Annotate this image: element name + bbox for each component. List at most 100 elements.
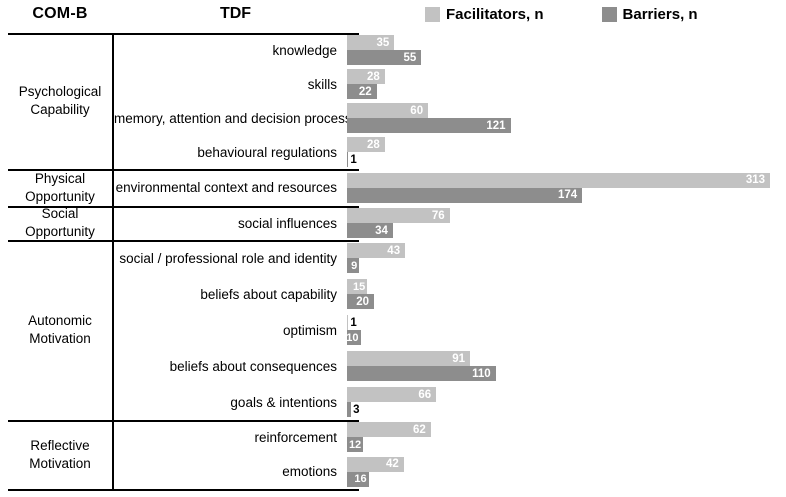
- bar-pair: 28 22: [347, 69, 776, 99]
- comb-group: Social Opportunity social influences 76 34: [0, 206, 786, 240]
- bar-pair: 66 3: [347, 387, 776, 417]
- facilitators-bar: 91: [347, 351, 470, 366]
- comb-group-label: Psychological Capability: [8, 33, 114, 169]
- barriers-bar-line: 22: [347, 84, 776, 99]
- facilitators-bar-line: 1: [347, 315, 776, 330]
- tdf-row-label: emotions: [282, 464, 337, 480]
- chart-body: Psychological Capability knowledge 35 55 ski…: [0, 33, 786, 491]
- comb-group: Physical Opportunity environmental contex…: [0, 169, 786, 206]
- facilitators-bar-line: 76: [347, 208, 776, 223]
- facilitators-bar-line: 66: [347, 387, 776, 402]
- bar-pair: 1 10: [346, 315, 776, 345]
- barriers-bar: 12: [347, 437, 364, 453]
- bar-pair: 35 55: [347, 35, 776, 65]
- bar-value-label: 66: [418, 388, 432, 401]
- bar-value-label: 91: [452, 352, 465, 365]
- bar-value-label: 15: [353, 280, 366, 293]
- tdf-row: optimism 1 10: [114, 312, 786, 348]
- tdf-row-label: skills: [307, 76, 337, 92]
- bar-value-label: 28: [367, 70, 380, 83]
- bar-pair: 15 20: [347, 279, 776, 309]
- barriers-bar: 9: [347, 258, 360, 273]
- barriers-bar-line: 16: [347, 471, 776, 487]
- bar-value-label: 42: [386, 458, 399, 471]
- comb-group-label: Reflective Motivation: [8, 420, 114, 489]
- barriers-bar: 20: [347, 294, 374, 309]
- tdf-row-label: reinforcement: [254, 429, 337, 445]
- facilitators-bar-line: 35: [347, 35, 776, 50]
- bar-value-label: 1: [350, 316, 357, 329]
- tdf-column-header: TDF: [219, 5, 252, 22]
- tdf-row-label: memory, attention and decision process: [114, 110, 352, 126]
- legend: Facilitators, n Barriers, n: [425, 6, 698, 23]
- facilitators-bar: 42: [347, 456, 404, 472]
- bar-value-label: 62: [413, 423, 426, 436]
- barriers-bar-line: 20: [347, 294, 776, 309]
- tdf-row-label: social / professional role and identity: [119, 250, 337, 266]
- bar-value-label: 22: [358, 85, 372, 98]
- bar-value-label: 1: [350, 153, 357, 166]
- tdf-rows: environmental context and resources 313 17…: [114, 169, 786, 206]
- bar-value-label: 110: [472, 367, 491, 380]
- tdf-row: beliefs about capability 15 20: [114, 276, 786, 312]
- tdf-row: social / professional role and identity 4…: [114, 240, 786, 276]
- tdf-row-label: beliefs about capability: [200, 286, 337, 302]
- facilitators-bar: 15: [347, 279, 368, 294]
- bar-pair: 60 121: [347, 103, 776, 133]
- bar-value-label: 9: [351, 259, 358, 272]
- barriers-bar: 34: [347, 223, 393, 238]
- facilitators-bar-line: 62: [347, 422, 776, 438]
- facilitators-bar: 76: [347, 208, 450, 223]
- bar-value-label: 43: [387, 244, 401, 257]
- barriers-bar-line: 10: [346, 330, 776, 345]
- tdf-row-label: beliefs about consequences: [169, 358, 337, 374]
- barriers-bar-line: 55: [347, 50, 776, 65]
- tdf-row-label: environmental context and resources: [115, 180, 337, 195]
- barriers-bar-line: 34: [347, 223, 776, 238]
- barriers-bar-line: 3: [347, 402, 776, 417]
- comb-column-header: COM-B: [32, 5, 88, 22]
- bar-value-label: 313: [745, 174, 765, 186]
- bar-value-label: 34: [375, 224, 388, 237]
- legend-facilitators-swatch: [425, 7, 440, 22]
- facilitators-bar-line: 43: [347, 243, 776, 258]
- bar-pair: 28 1: [347, 137, 776, 167]
- bar-value-label: 12: [348, 438, 362, 451]
- tdf-row: emotions 42 16: [114, 455, 786, 490]
- bar-value-label: 16: [354, 473, 367, 486]
- bar-value-label: 10: [346, 331, 359, 344]
- bar-value-label: 76: [431, 209, 445, 222]
- facilitators-bar-line: 28: [347, 137, 776, 152]
- legend-facilitators-label: Facilitators, n: [446, 6, 544, 23]
- barriers-bar: 174: [347, 187, 583, 203]
- tdf-row-label: social influences: [237, 215, 337, 231]
- facilitators-bar-line: 42: [347, 456, 776, 472]
- facilitators-bar: 43: [347, 243, 406, 258]
- tdf-row-label: goals & intentions: [230, 394, 337, 410]
- bar-value-label: 60: [410, 104, 424, 117]
- facilitators-bar-line: 15: [347, 279, 776, 294]
- bar-pair: 42 16: [347, 456, 776, 487]
- comb-group: Autonomic Motivation social / professiona…: [0, 240, 786, 420]
- tdf-row: memory, attention and decision process 60…: [114, 101, 786, 135]
- tdf-row-label: optimism: [282, 322, 337, 338]
- barriers-bar: [347, 152, 349, 167]
- tdf-rows: social influences 76 34: [114, 206, 786, 240]
- barriers-bar-line: 121: [347, 118, 776, 133]
- tdf-row: behavioural regulations 28 1: [114, 135, 786, 169]
- barriers-bar: 16: [347, 471, 369, 487]
- table-bottom-border: [8, 489, 359, 491]
- tdf-row: social influences 76 34: [114, 206, 786, 240]
- facilitators-bar-line: 91: [347, 351, 776, 366]
- barriers-bar-line: 174: [347, 187, 776, 203]
- bar-pair: 313 174: [347, 172, 776, 203]
- barriers-bar-line: 9: [347, 258, 776, 273]
- bar-value-label: 35: [376, 36, 390, 49]
- comb-group-label: Autonomic Motivation: [8, 240, 114, 420]
- tdf-row: environmental context and resources 313 17…: [114, 169, 786, 206]
- tdf-row: reinforcement 62 12: [114, 420, 786, 455]
- facilitators-bar: 313: [347, 172, 770, 188]
- barriers-bar: 55: [347, 50, 422, 65]
- facilitators-bar: 62: [347, 422, 431, 438]
